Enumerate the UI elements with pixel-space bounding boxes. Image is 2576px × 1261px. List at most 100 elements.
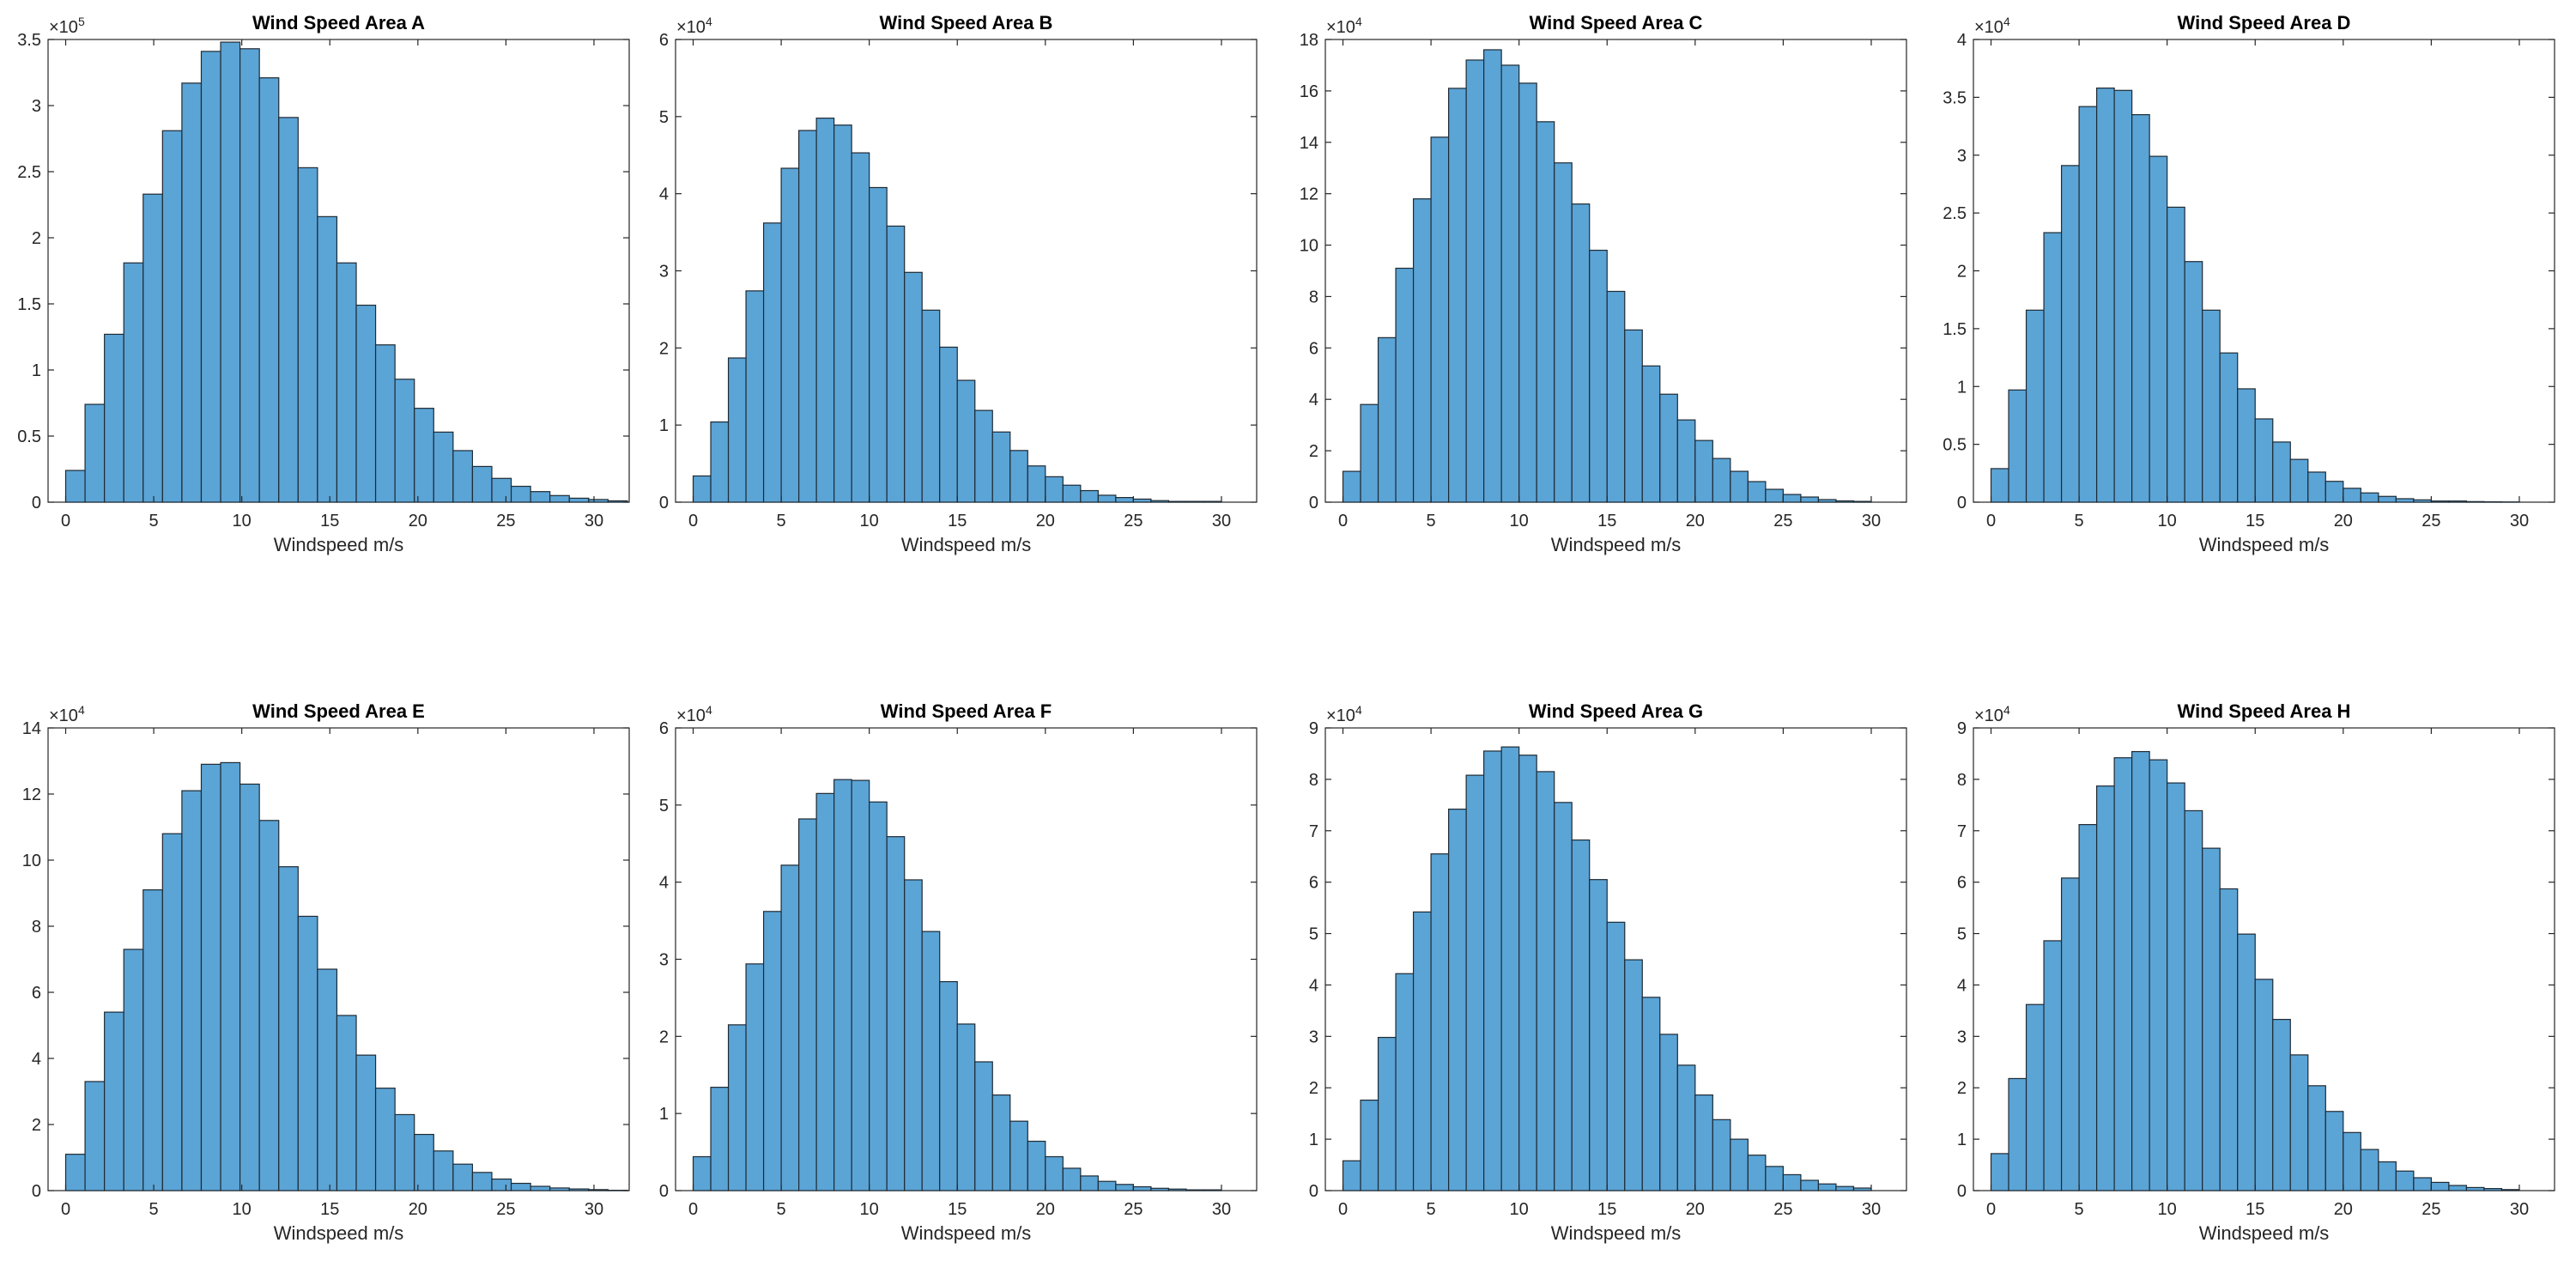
chart-d-x-tick-label: 5 xyxy=(2075,512,2084,530)
chart-h-bar xyxy=(2202,847,2221,1191)
chart-e-y-multiplier-exponent: 4 xyxy=(78,703,85,717)
chart-c-bar xyxy=(1659,393,1678,503)
chart-d-y-multiplier: ×104 xyxy=(1974,15,2010,37)
chart-d-bar xyxy=(2202,309,2221,503)
chart-g-bar xyxy=(1817,1183,1837,1191)
chart-h-x-tick-label: 10 xyxy=(2158,1200,2177,1219)
chart-f-bar xyxy=(1045,1155,1064,1191)
chart-h-y-tick-label: 2 xyxy=(1957,1079,1967,1098)
chart-f-bar xyxy=(1203,1189,1222,1191)
chart-f-x-tick-label: 15 xyxy=(948,1200,967,1219)
chart-f-bar xyxy=(939,980,958,1191)
chart-g-y-multiplier-exponent: 4 xyxy=(1355,703,1362,717)
chart-h-bar xyxy=(2307,1085,2326,1191)
chart-c-bar xyxy=(1782,494,1802,503)
chart-g-bar xyxy=(1730,1138,1749,1191)
chart-d-bar xyxy=(2430,500,2450,503)
chart-g-x-tick-label: 20 xyxy=(1686,1200,1705,1219)
chart-h-y-tick-label: 8 xyxy=(1957,771,1967,790)
chart-d-y-tick-label: 1 xyxy=(1957,378,1967,397)
chart-e-bar xyxy=(123,949,144,1191)
chart-e-bar xyxy=(336,1015,357,1191)
chart-f-bar xyxy=(1185,1189,1205,1191)
chart-g-bar xyxy=(1641,997,1661,1191)
chart-g-title: Wind Speed Area G xyxy=(1529,700,1703,722)
chart-h-bar xyxy=(2500,1189,2520,1191)
chart-b-x-tick-label: 10 xyxy=(860,512,879,530)
chart-c-bar xyxy=(1712,458,1731,503)
chart-c-bar xyxy=(1465,59,1485,503)
chart-g-bar xyxy=(1852,1187,1872,1191)
chart-e-y-tick-label: 12 xyxy=(22,785,41,804)
chart-d-bar xyxy=(2465,500,2485,503)
chart-h-y-tick-label: 1 xyxy=(1957,1131,1967,1149)
chart-a-bar xyxy=(258,77,280,503)
chart-e: 0 5 10 15 20 25 30 0 2 4 6 8 10 12 14 Wind Speed Area E… xyxy=(22,700,630,1244)
chart-c-bar xyxy=(1624,329,1643,503)
chart-d-y-tick-label: 0.5 xyxy=(1943,436,1967,455)
chart-b-bar xyxy=(851,152,870,503)
chart-h-bar xyxy=(2237,933,2256,1191)
chart-f-bar xyxy=(956,1023,976,1191)
chart-e-y-tick-label: 14 xyxy=(22,719,41,738)
chart-b-bar xyxy=(833,124,852,503)
chart-e-bar xyxy=(394,1113,415,1191)
chart-h-x-tick-label: 30 xyxy=(2510,1200,2529,1219)
chart-c-y-tick-label: 18 xyxy=(1300,31,1318,50)
chart-h-bar xyxy=(2483,1188,2503,1191)
chart-h-bar xyxy=(2060,877,2080,1191)
chart-e-x-axis-label: Windspeed m/s xyxy=(274,1222,404,1244)
chart-h-bar xyxy=(2149,759,2168,1191)
chart-g-bar xyxy=(1659,1034,1678,1191)
chart-e-bar xyxy=(181,790,203,1191)
chart-d-bar xyxy=(2219,352,2239,503)
chart-f-bar xyxy=(780,864,800,1191)
chart-g-bar xyxy=(1782,1173,1802,1191)
chart-a-bar xyxy=(374,344,396,503)
chart-e-y-tick-label: 4 xyxy=(32,1050,41,1069)
chart-d-bar xyxy=(2448,500,2468,503)
chart-f-bar xyxy=(1115,1184,1134,1191)
chart-g-bar xyxy=(1765,1166,1784,1191)
chart-d-bar xyxy=(2060,165,2080,503)
chart-d-x-tick-label: 30 xyxy=(2510,512,2529,530)
chart-d-bar xyxy=(2324,481,2344,503)
chart-a-bar xyxy=(336,262,357,503)
chart-c-bar xyxy=(1342,470,1361,503)
chart-a-x-tick-label: 20 xyxy=(409,512,427,530)
chart-f-x-tick-label: 30 xyxy=(1212,1200,1231,1219)
chart-c-x-tick-label: 10 xyxy=(1510,512,1529,530)
chart-h-y-tick-label: 0 xyxy=(1957,1182,1967,1201)
chart-h-bar xyxy=(2413,1177,2432,1191)
chart-a-bar xyxy=(414,408,434,503)
chart-h-bar xyxy=(2096,785,2115,1191)
chart-d-bar xyxy=(2025,309,2045,503)
chart-h-bar xyxy=(2184,809,2203,1191)
chart-h-y-tick-label: 6 xyxy=(1957,874,1967,893)
chart-g-bar xyxy=(1606,921,1626,1191)
chart-c-x-axis-label: Windspeed m/s xyxy=(1551,534,1682,555)
chart-e-x-tick-label: 25 xyxy=(496,1200,515,1219)
chart-g-x-tick-label: 5 xyxy=(1427,1200,1436,1219)
chart-c-y-multiplier-exponent: 4 xyxy=(1355,15,1362,28)
chart-f-bar xyxy=(762,911,782,1191)
chart-g-bar xyxy=(1518,755,1537,1191)
chart-h-bar xyxy=(2113,757,2133,1191)
chart-b-bar xyxy=(1009,450,1028,503)
chart-b-y-tick-label: 6 xyxy=(659,31,669,50)
chart-e-x-tick-label: 5 xyxy=(149,1200,159,1219)
chart-d-x-tick-label: 0 xyxy=(1986,512,1996,530)
chart-f-bar xyxy=(833,779,852,1191)
chart-g-x-tick-label: 15 xyxy=(1597,1200,1616,1219)
chart-a-y-tick-label: 3.5 xyxy=(17,31,41,50)
chart-g-bar xyxy=(1554,802,1573,1191)
chart-c-x-tick-label: 25 xyxy=(1773,512,1792,530)
chart-e-bar xyxy=(84,1081,106,1191)
chart-f-bar xyxy=(921,931,941,1191)
chart-g-y-tick-label: 6 xyxy=(1309,874,1318,893)
chart-f-y-tick-label: 1 xyxy=(659,1105,669,1124)
chart-e-bar xyxy=(549,1187,570,1191)
chart-b-bar xyxy=(939,346,958,503)
chart-h-bar xyxy=(2430,1181,2450,1191)
